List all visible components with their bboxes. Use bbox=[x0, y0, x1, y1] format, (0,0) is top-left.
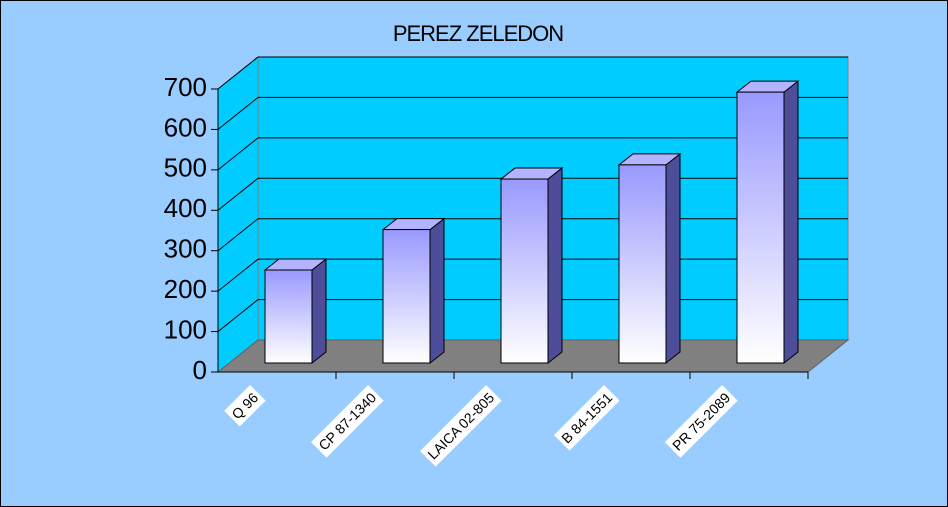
bar-side bbox=[429, 217, 445, 365]
bar bbox=[381, 217, 446, 365]
y-tick-label: 200 bbox=[164, 274, 207, 304]
grid-line bbox=[217, 299, 259, 332]
bar-side bbox=[783, 80, 799, 365]
grid-line bbox=[217, 258, 259, 292]
y-tick-label: 500 bbox=[164, 153, 207, 183]
bar bbox=[263, 257, 328, 365]
bar-front bbox=[500, 178, 549, 364]
y-tick-label: 400 bbox=[164, 193, 207, 223]
y-tick-label: 0 bbox=[193, 355, 207, 385]
bar-side bbox=[665, 152, 681, 365]
y-tick-label: 300 bbox=[164, 234, 207, 264]
y-tick-label: 700 bbox=[164, 72, 207, 102]
grid-line bbox=[217, 218, 259, 252]
grid-line bbox=[217, 177, 259, 211]
chart-title: PEREZ ZELEDON bbox=[393, 21, 563, 46]
bar bbox=[617, 152, 682, 365]
grid-line bbox=[217, 137, 259, 171]
bar-front bbox=[736, 91, 785, 364]
grid-line bbox=[217, 97, 259, 130]
grid-line bbox=[217, 56, 259, 90]
x-tick-label-box bbox=[553, 385, 620, 451]
bar-side bbox=[311, 257, 327, 365]
y-tick-label: 600 bbox=[164, 112, 207, 142]
bar bbox=[735, 80, 800, 365]
y-tick-label: 100 bbox=[164, 314, 207, 344]
bar-side bbox=[547, 167, 563, 365]
bar-front bbox=[382, 229, 431, 364]
bar-front bbox=[264, 269, 313, 364]
x-tick-label-box bbox=[311, 385, 384, 458]
bar bbox=[499, 167, 564, 365]
x-tick-label-box bbox=[224, 385, 266, 427]
side-wall bbox=[217, 55, 259, 374]
bar-front bbox=[618, 164, 667, 364]
x-tick-label-box bbox=[664, 385, 738, 458]
x-tick-label-box bbox=[420, 385, 502, 467]
